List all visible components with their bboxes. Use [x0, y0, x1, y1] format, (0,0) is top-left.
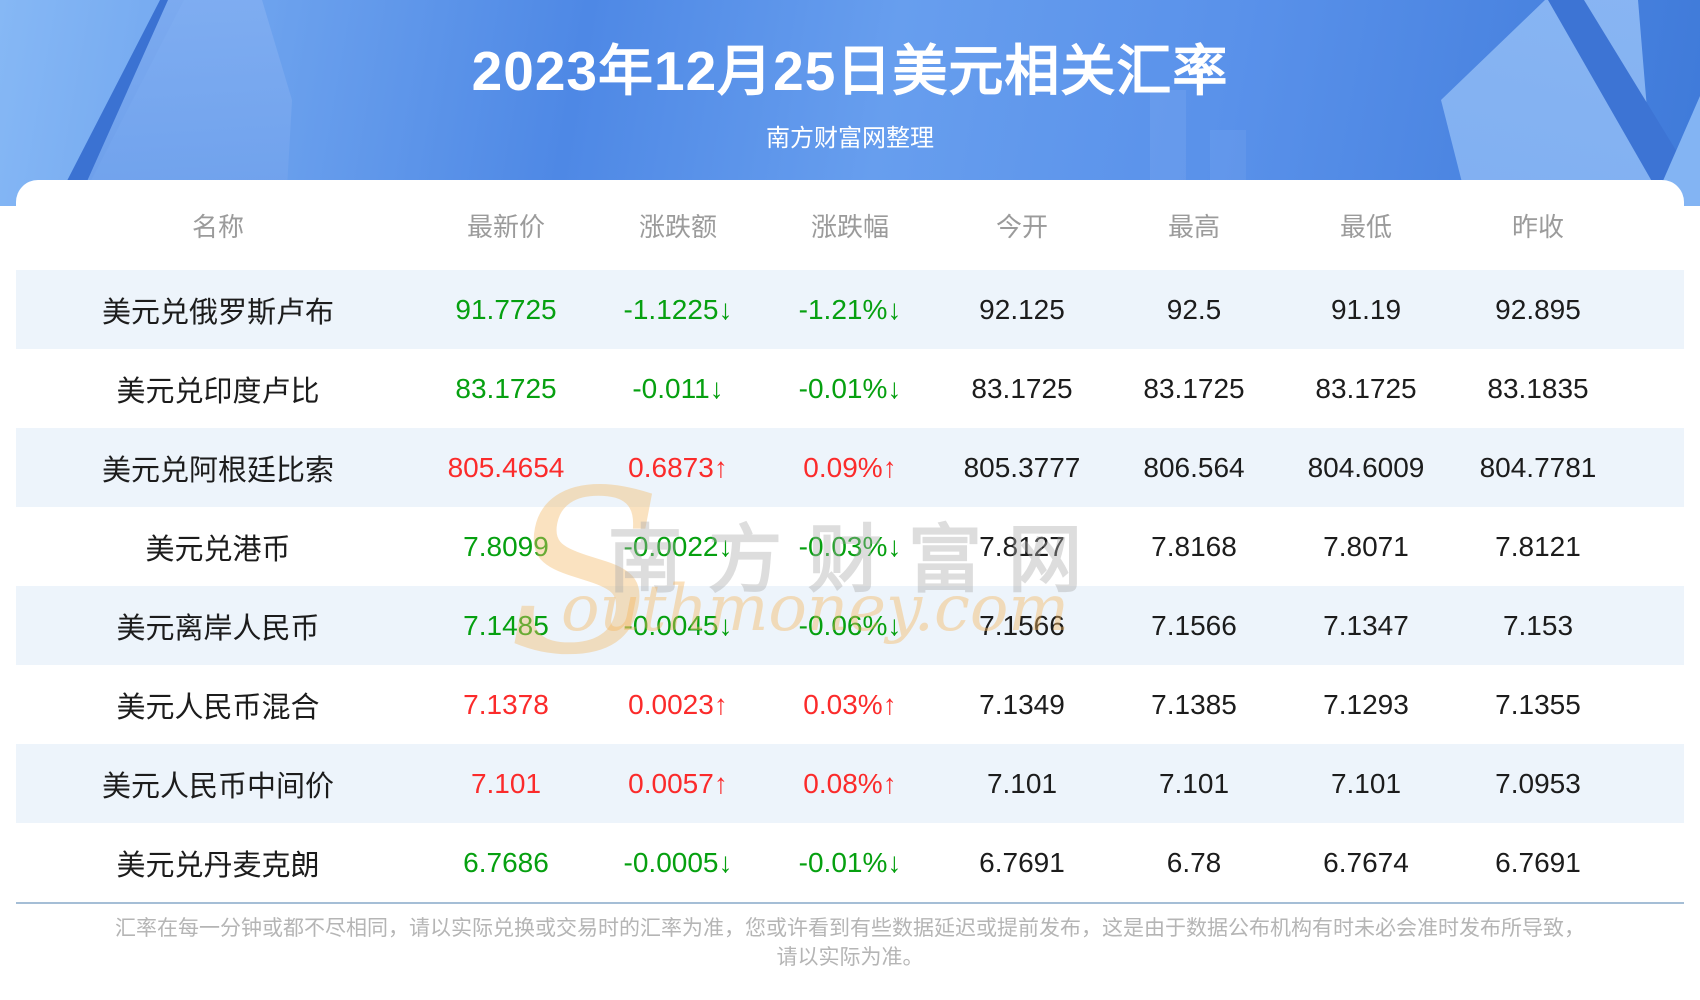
change-amount: -0.0022↓	[623, 530, 733, 562]
latest-price: 7.1378	[463, 688, 549, 720]
pair-name: 美元兑印度卢比	[116, 375, 320, 408]
change-amount: -0.0045↓	[623, 609, 733, 641]
open-price: 7.101	[986, 767, 1058, 799]
col-header-open: 今开	[995, 211, 1048, 242]
prev-close-price: 7.0953	[1495, 767, 1581, 799]
latest-price: 805.4654	[447, 451, 565, 483]
col-header-change-pct: 涨跌幅	[810, 211, 889, 242]
low-price: 7.1293	[1323, 688, 1409, 720]
col-header-prev-close: 昨收	[1511, 211, 1564, 242]
table-row: 美元离岸人民币 7.1485 -0.0045↓ -0.06%↓ 7.1566 7…	[16, 586, 1684, 665]
col-header-change: 涨跌额	[638, 211, 717, 242]
open-price: 83.1725	[971, 372, 1073, 404]
high-price: 7.1566	[1151, 609, 1237, 641]
disclaimer-line: 请以实际为准。	[776, 946, 924, 969]
prev-close-price: 83.1835	[1487, 372, 1589, 404]
prev-close-price: 804.7781	[1479, 451, 1597, 483]
page-subtitle: 南方财富网整理	[766, 125, 934, 152]
low-price: 83.1725	[1315, 372, 1417, 404]
table-row: 美元人民币中间价 7.101 0.0057↑ 0.08%↑ 7.101 7.10…	[16, 744, 1684, 823]
high-price: 83.1725	[1143, 372, 1245, 404]
col-header-latest: 最新价	[466, 211, 545, 242]
rates-table-card: 名称 最新价 涨跌额 涨跌幅 今开 最高 最低 昨收 美元兑俄罗斯卢布 91.7…	[16, 180, 1684, 902]
change-percent: -0.01%↓	[798, 846, 902, 878]
prev-close-price: 6.7691	[1495, 846, 1581, 878]
low-price: 91.19	[1330, 293, 1402, 325]
open-price: 7.1349	[979, 688, 1065, 720]
change-percent: -1.21%↓	[798, 293, 902, 325]
disclaimer-line: 汇率在每一分钟或都不尽相同，请以实际兑换或交易时的汇率为准，您或许看到有些数据延…	[115, 917, 1585, 940]
change-amount: -0.011↓	[632, 372, 724, 404]
hero-banner: 2023年12月25日美元相关汇率 南方财富网整理	[0, 0, 1700, 206]
pair-name: 美元兑阿根廷比索	[101, 454, 334, 487]
change-percent: -0.03%↓	[798, 530, 902, 562]
change-percent: 0.03%↑	[803, 688, 897, 720]
latest-price: 7.8099	[463, 530, 549, 562]
rates-table: 名称 最新价 涨跌额 涨跌幅 今开 最高 最低 昨收 美元兑俄罗斯卢布 91.7…	[16, 180, 1684, 902]
latest-price: 6.7686	[463, 846, 549, 878]
latest-price: 7.1485	[463, 609, 549, 641]
page-title: 2023年12月25日美元相关汇率	[471, 40, 1229, 102]
col-header-high: 最高	[1167, 211, 1220, 242]
table-header-row: 名称 最新价 涨跌额 涨跌幅 今开 最高 最低 昨收	[16, 180, 1684, 270]
table-row: 美元兑印度卢比 83.1725 -0.011↓ -0.01%↓ 83.1725 …	[16, 349, 1684, 428]
prev-close-price: 7.153	[1502, 609, 1574, 641]
change-percent: -0.06%↓	[798, 609, 902, 641]
high-price: 6.78	[1166, 846, 1222, 878]
table-row: 美元人民币混合 7.1378 0.0023↑ 0.03%↑ 7.1349 7.1…	[16, 665, 1684, 744]
col-header-low: 最低	[1339, 211, 1392, 242]
prev-close-price: 7.1355	[1495, 688, 1581, 720]
open-price: 6.7691	[979, 846, 1065, 878]
footer-divider	[16, 902, 1684, 904]
change-percent: -0.01%↓	[798, 372, 902, 404]
change-amount: -1.1225↓	[623, 293, 733, 325]
high-price: 92.5	[1166, 293, 1222, 325]
high-price: 7.101	[1158, 767, 1230, 799]
pair-name: 美元离岸人民币	[116, 612, 320, 645]
table-row: 美元兑港币 7.8099 -0.0022↓ -0.03%↓ 7.8127 7.8…	[16, 507, 1684, 586]
pair-name: 美元人民币中间价	[101, 770, 334, 803]
change-amount: 0.6873↑	[628, 451, 728, 483]
change-amount: -0.0005↓	[623, 846, 733, 878]
latest-price: 83.1725	[455, 372, 557, 404]
pair-name: 美元兑港币	[145, 533, 291, 566]
table-row: 美元兑俄罗斯卢布 91.7725 -1.1225↓ -1.21%↓ 92.125…	[16, 270, 1684, 349]
change-percent: 0.09%↑	[803, 451, 897, 483]
change-amount: 0.0057↑	[628, 767, 728, 799]
change-amount: 0.0023↑	[628, 688, 728, 720]
pair-name: 美元兑丹麦克朗	[116, 849, 320, 882]
low-price: 7.101	[1330, 767, 1402, 799]
disclaimer: 汇率在每一分钟或都不尽相同，请以实际兑换或交易时的汇率为准，您或许看到有些数据延…	[70, 914, 1630, 972]
open-price: 7.8127	[979, 530, 1065, 562]
open-price: 805.3777	[963, 451, 1081, 483]
table-row: 美元兑丹麦克朗 6.7686 -0.0005↓ -0.01%↓ 6.7691 6…	[16, 823, 1684, 902]
change-percent: 0.08%↑	[803, 767, 897, 799]
prev-close-price: 7.8121	[1495, 530, 1581, 562]
latest-price: 7.101	[470, 767, 542, 799]
low-price: 7.8071	[1323, 530, 1409, 562]
high-price: 806.564	[1143, 451, 1245, 483]
pair-name: 美元兑俄罗斯卢布	[101, 296, 334, 329]
low-price: 804.6009	[1307, 451, 1425, 483]
high-price: 7.1385	[1151, 688, 1237, 720]
low-price: 7.1347	[1323, 609, 1409, 641]
low-price: 6.7674	[1323, 846, 1409, 878]
table-row: 美元兑阿根廷比索 805.4654 0.6873↑ 0.09%↑ 805.377…	[16, 428, 1684, 507]
prev-close-price: 92.895	[1495, 293, 1581, 325]
open-price: 7.1566	[979, 609, 1065, 641]
high-price: 7.8168	[1151, 530, 1237, 562]
latest-price: 91.7725	[455, 293, 557, 325]
pair-name: 美元人民币混合	[116, 691, 320, 724]
open-price: 92.125	[979, 293, 1065, 325]
col-header-name: 名称	[191, 211, 244, 242]
